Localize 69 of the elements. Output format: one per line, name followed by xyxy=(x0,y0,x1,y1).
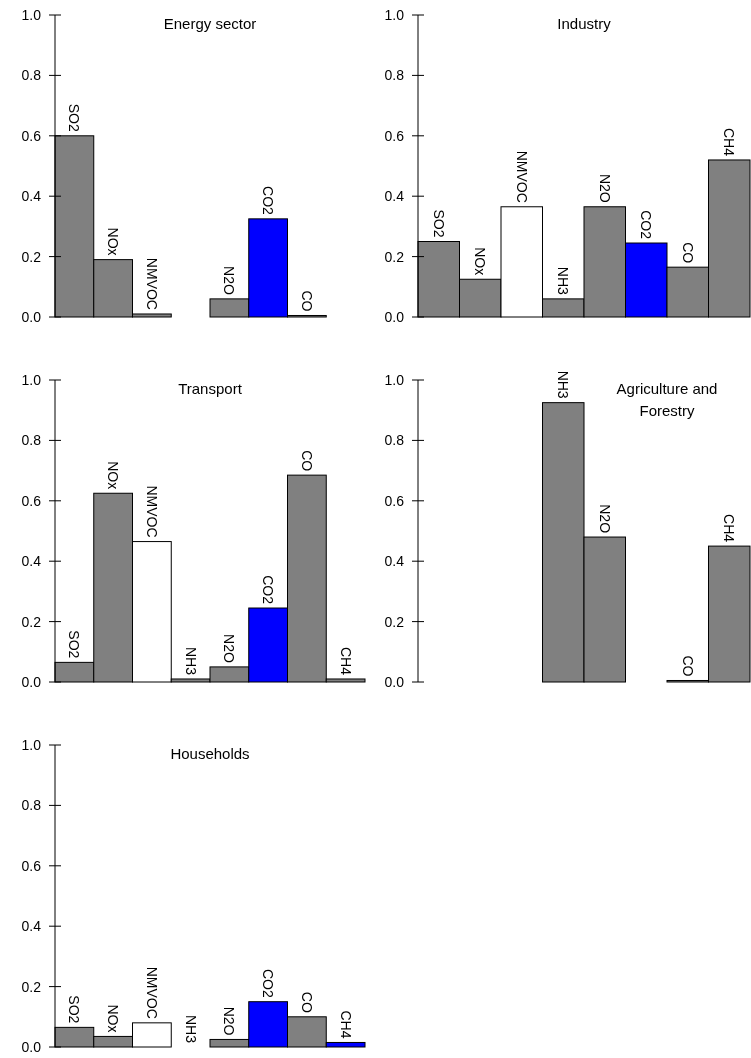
y-tick-label: 1.0 xyxy=(384,7,405,23)
y-tick-label: 0.8 xyxy=(21,797,42,814)
y-tick-label: 1.0 xyxy=(21,737,42,753)
x-tick-label: CO xyxy=(298,450,315,472)
y-tick-label: 0.4 xyxy=(21,553,42,570)
y-tick-label: 0.2 xyxy=(384,613,405,630)
x-tick-label: CH4 xyxy=(721,127,738,157)
chart-title: Industry xyxy=(557,14,612,32)
x-tick-label: CH4 xyxy=(337,646,354,676)
x-tick-label: NH3 xyxy=(182,1014,199,1044)
x-tick-label: NMVOC xyxy=(143,257,160,310)
y-tick-label: 0.0 xyxy=(21,1039,42,1055)
y-tick-label: 0.0 xyxy=(21,674,42,690)
y-tick-label: 0.0 xyxy=(384,309,405,325)
x-tick-label: NH3 xyxy=(555,370,572,399)
x-tick-label: N2O xyxy=(221,1006,238,1036)
y-tick-label: 1.0 xyxy=(384,372,405,388)
x-tick-label: NOx xyxy=(105,461,122,490)
x-tick-label: CH4 xyxy=(337,1010,354,1039)
x-tick-label: NOx xyxy=(472,247,489,276)
y-tick-label: 0.4 xyxy=(21,918,42,935)
chart-title: Transport xyxy=(178,379,243,397)
x-tick-label: SO2 xyxy=(66,995,83,1024)
x-tick-label: NH3 xyxy=(182,646,199,676)
x-tick-label: CO2 xyxy=(638,210,655,240)
x-tick-label: NOx xyxy=(105,1004,122,1033)
y-tick-label: 0.6 xyxy=(384,492,405,509)
y-tick-label: 0.2 xyxy=(384,248,405,265)
x-tick-label: N2O xyxy=(221,266,238,295)
y-tick-label: 1.0 xyxy=(21,7,42,23)
y-tick-label: 0.2 xyxy=(21,613,42,630)
y-tick-label: 0.8 xyxy=(384,432,405,449)
y-tick-label: 1.0 xyxy=(21,372,42,388)
y-tick-label: 0.4 xyxy=(384,188,405,205)
y-tick-label: 0.4 xyxy=(21,188,42,205)
x-tick-label: CO2 xyxy=(260,186,277,216)
y-tick-label: 0.6 xyxy=(21,127,42,144)
x-tick-label: N2O xyxy=(221,634,238,663)
y-tick-label: 0.6 xyxy=(21,857,42,874)
text: Agriculture and Forestry xyxy=(616,379,718,419)
y-tick-label: 0.8 xyxy=(384,67,405,84)
x-tick-label: NMVOC xyxy=(143,966,160,1019)
x-tick-label: CO xyxy=(679,655,696,677)
x-tick-label: SO2 xyxy=(66,103,83,133)
y-tick-label: 0.2 xyxy=(21,248,42,265)
y-tick-label: 0.4 xyxy=(384,553,405,570)
x-tick-label: CH4 xyxy=(721,514,738,543)
x-tick-label: N2O xyxy=(596,504,613,534)
x-tick-label: CO2 xyxy=(260,575,277,605)
y-tick-label: 0.2 xyxy=(21,978,42,995)
y-tick-label: 0.8 xyxy=(21,432,42,449)
y-tick-label: 0.0 xyxy=(21,309,42,325)
x-tick-label: NMVOC xyxy=(143,485,160,538)
x-tick-label: NOx xyxy=(105,227,122,256)
chart-title: Households xyxy=(170,744,250,762)
x-tick-label: NH3 xyxy=(555,266,572,296)
x-tick-label: SO2 xyxy=(430,209,447,238)
y-tick-label: 0.6 xyxy=(384,127,405,144)
chart-title: Energy sector xyxy=(163,14,257,32)
x-tick-label: CO xyxy=(298,991,315,1013)
y-tick-label: 0.8 xyxy=(21,67,42,84)
x-tick-label: CO2 xyxy=(260,968,277,998)
x-tick-label: NMVOC xyxy=(513,150,530,203)
y-tick-label: 0.6 xyxy=(21,492,42,509)
x-tick-label: N2O xyxy=(596,173,613,203)
y-tick-label: 0.0 xyxy=(384,674,405,690)
x-tick-label: CO xyxy=(298,290,315,312)
x-tick-label: SO2 xyxy=(66,630,83,659)
x-tick-label: CO xyxy=(679,242,696,264)
